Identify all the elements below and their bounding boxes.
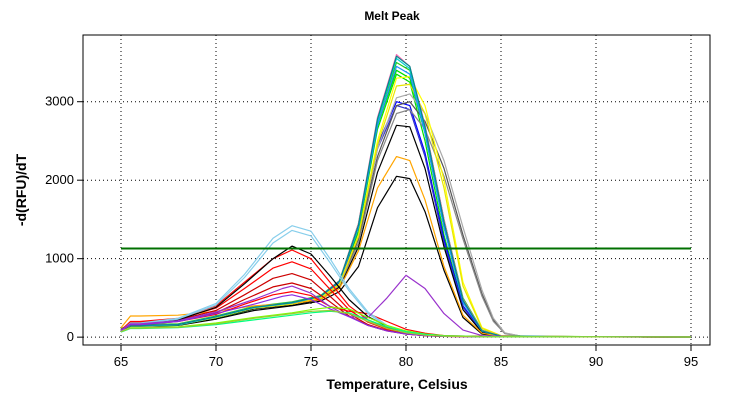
y-tick-labels: 0 1000 2000 3000 — [45, 94, 74, 344]
x-tick-label: 90 — [589, 354, 603, 369]
y-tick-label: 2000 — [45, 172, 74, 187]
axis-ticks — [77, 101, 692, 351]
x-tick-label: 95 — [684, 354, 698, 369]
x-axis-label: Temperature, Celsius — [326, 376, 468, 392]
series-line-30 — [120, 309, 692, 338]
x-tick-labels: 65 70 75 80 85 90 95 — [114, 354, 698, 369]
y-tick-label: 0 — [67, 329, 74, 344]
x-tick-label: 65 — [114, 354, 128, 369]
y-tick-label: 3000 — [45, 94, 74, 109]
x-tick-label: 70 — [209, 354, 223, 369]
y-tick-label: 1000 — [45, 251, 74, 266]
x-tick-label: 75 — [304, 354, 318, 369]
x-tick-label: 80 — [399, 354, 413, 369]
x-tick-label: 85 — [494, 354, 508, 369]
series-line-17 — [120, 55, 692, 338]
plot-area — [82, 34, 711, 346]
series-lines — [120, 53, 692, 338]
chart-title: Melt Peak — [364, 9, 420, 23]
y-axis-label: -d(RFU)/dT — [13, 153, 29, 226]
grid-lines — [83, 35, 710, 345]
